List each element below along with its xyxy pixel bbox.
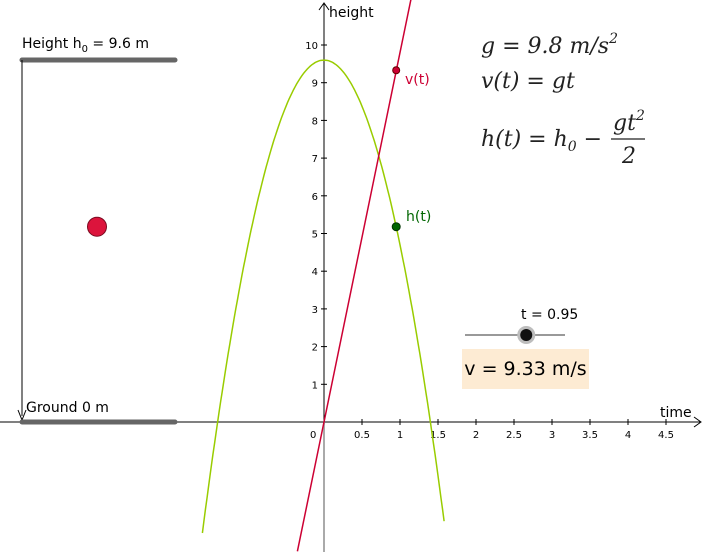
velocity-point[interactable] <box>392 66 401 75</box>
y-tick-marks: 1 2 3 4 5 6 7 8 9 10 <box>305 41 327 391</box>
ground-label: Ground 0 m <box>26 400 109 416</box>
velocity-point-label: v(t) <box>405 72 430 88</box>
slider-value-label: t = 0.95 <box>521 307 578 323</box>
x-tick-marks: 0.5 1 1.5 2 2.5 3 3.5 4 4.5 <box>354 419 674 441</box>
y-tick-label: 4 <box>312 267 318 278</box>
x-tick-label: 3 <box>549 430 555 441</box>
velocity-readout: v = 9.33 m/s <box>462 349 589 389</box>
x-axis-arrow-icon <box>693 416 702 428</box>
y-tick-label: 5 <box>312 230 318 241</box>
y-axis-label: height <box>329 5 374 21</box>
velocity-formula: v(t) = gt <box>481 69 575 94</box>
height-formula: h(t) = h0 − <box>481 127 602 155</box>
origin-tick-label: 0 <box>310 430 316 441</box>
height-parabola <box>201 59 445 534</box>
x-tick-label: 1.5 <box>430 430 446 441</box>
x-tick-label: 2.5 <box>506 430 522 441</box>
y-tick-label: 1 <box>312 380 318 391</box>
y-tick-label: 6 <box>312 192 318 203</box>
falling-ball <box>87 216 107 237</box>
velocity-line <box>296 0 412 552</box>
x-tick-label: 1 <box>397 430 403 441</box>
y-tick-label: 3 <box>312 305 318 316</box>
height-formula-denominator: 2 <box>621 144 636 169</box>
x-tick-label: 0.5 <box>354 430 370 441</box>
gravity-formula: g = 9.8 m/s2 <box>481 31 618 59</box>
y-tick-label: 10 <box>305 41 318 52</box>
x-tick-label: 4 <box>625 430 631 441</box>
x-axis-label: time <box>660 405 692 421</box>
y-tick-label: 2 <box>312 343 318 354</box>
y-tick-label: 7 <box>312 154 318 165</box>
height-formula-numerator: gt2 <box>613 108 645 136</box>
y-axis-arrow-icon <box>318 2 330 11</box>
slider-handle[interactable] <box>520 329 533 341</box>
y-tick-label: 8 <box>312 116 318 127</box>
x-tick-label: 2 <box>473 430 479 441</box>
initial-height-label: Height h0 = 9.6 m <box>22 36 149 55</box>
x-tick-label: 4.5 <box>658 430 674 441</box>
y-tick-label: 9 <box>312 79 318 90</box>
x-tick-label: 3.5 <box>582 430 598 441</box>
height-point-label: h(t) <box>406 209 431 225</box>
height-point[interactable] <box>391 222 401 232</box>
